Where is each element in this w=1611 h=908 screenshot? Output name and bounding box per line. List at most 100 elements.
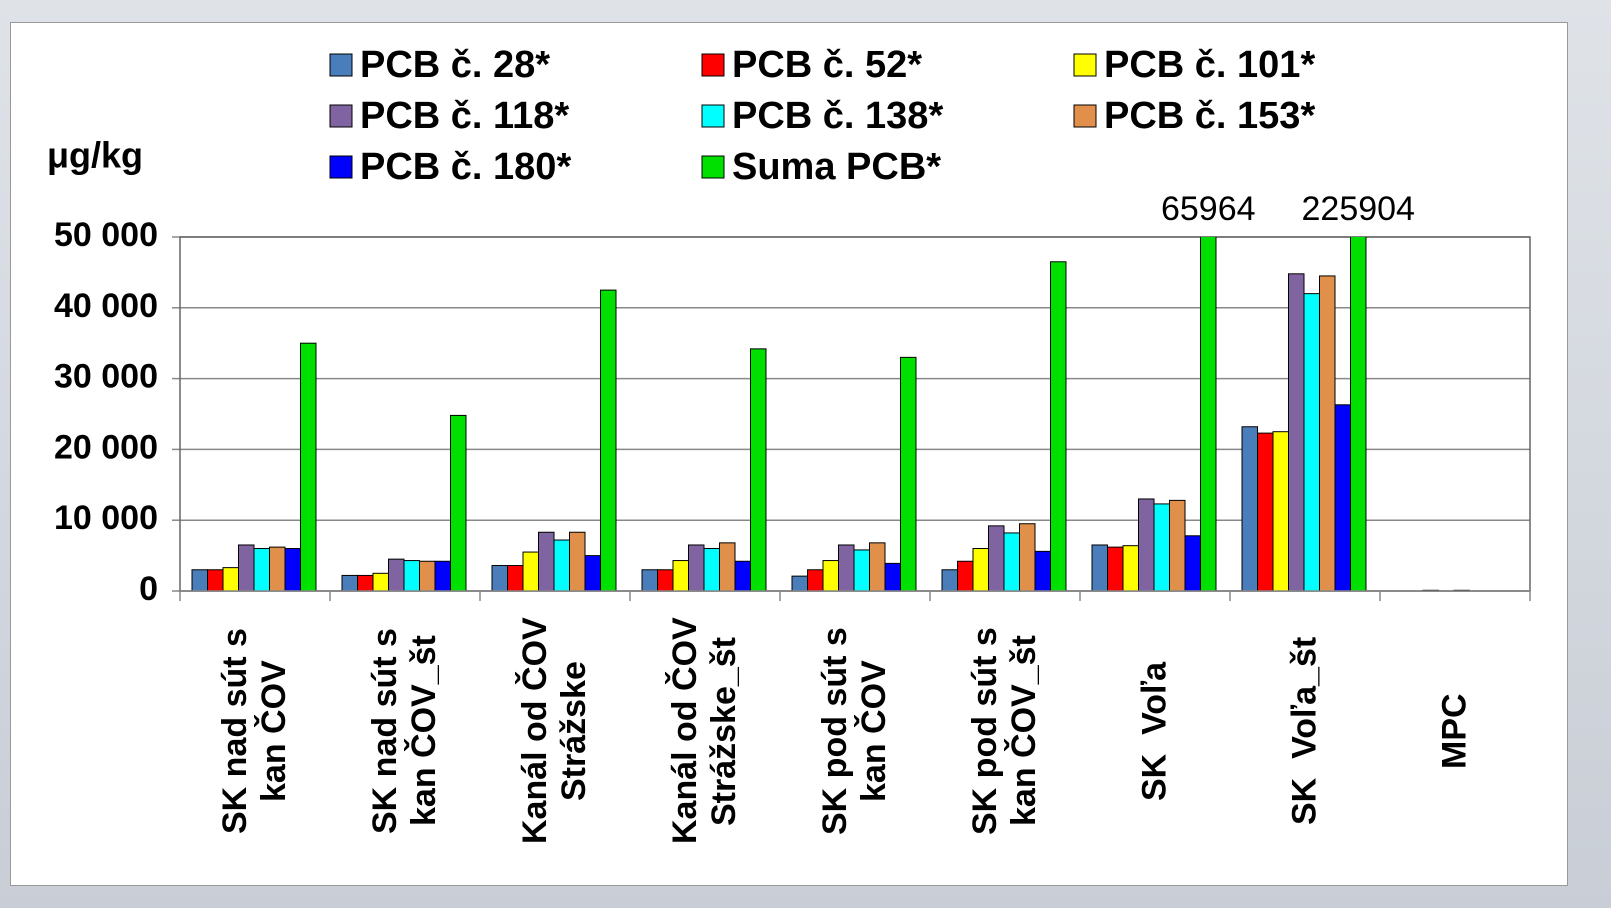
bar bbox=[734, 560, 751, 591]
bar bbox=[1350, 237, 1367, 591]
legend-label: PCB č. 153* bbox=[1104, 95, 1315, 137]
y-tick-label: 10 000 bbox=[54, 499, 158, 537]
legend-marker bbox=[1073, 104, 1097, 128]
bar bbox=[900, 356, 917, 591]
x-tick-label: Kanál od ČOV Strážske_št bbox=[665, 608, 743, 845]
bar bbox=[1272, 431, 1289, 591]
legend-marker bbox=[701, 53, 725, 77]
x-tick-label: SK pod sút s kan ČOV_št bbox=[965, 617, 1043, 835]
bar bbox=[1319, 275, 1336, 591]
bar bbox=[1241, 426, 1258, 591]
legend-marker bbox=[701, 104, 725, 128]
legend-label: Suma PCB* bbox=[732, 146, 941, 188]
legend-label: PCB č. 180* bbox=[360, 146, 571, 188]
y-tick-label: 30 000 bbox=[54, 358, 158, 396]
bar bbox=[884, 562, 901, 591]
bar bbox=[600, 289, 617, 591]
bar bbox=[584, 555, 601, 591]
bar bbox=[1034, 550, 1051, 591]
y-tick-label: 0 bbox=[139, 570, 158, 608]
bar bbox=[1122, 545, 1139, 591]
bar bbox=[750, 348, 767, 591]
bar bbox=[1107, 546, 1124, 591]
x-tick-label: SK nad sút s kan ČOV bbox=[215, 618, 293, 834]
bar bbox=[207, 569, 224, 591]
bar bbox=[988, 525, 1005, 591]
bars bbox=[191, 237, 1470, 591]
y-tick-label: 40 000 bbox=[54, 287, 158, 325]
bar bbox=[941, 569, 958, 591]
x-tick-label: SK Voľa_št bbox=[1285, 636, 1324, 826]
bar bbox=[719, 542, 736, 591]
bar bbox=[1153, 503, 1170, 591]
bar bbox=[191, 569, 208, 591]
bar bbox=[703, 548, 720, 591]
legend-marker bbox=[329, 53, 353, 77]
bar bbox=[838, 544, 855, 591]
bar bbox=[1003, 532, 1020, 591]
bar bbox=[403, 560, 420, 591]
bar bbox=[1303, 293, 1320, 591]
bar bbox=[300, 342, 317, 591]
legend-label: PCB č. 52* bbox=[732, 44, 922, 86]
bar bbox=[807, 569, 824, 591]
bar bbox=[972, 548, 989, 591]
x-tick-label: MPC bbox=[1435, 693, 1474, 769]
bar bbox=[434, 560, 451, 591]
legend-label: PCB č. 28* bbox=[360, 44, 550, 86]
bar bbox=[688, 544, 705, 591]
bar bbox=[450, 414, 467, 591]
legend-label: PCB č. 138* bbox=[732, 95, 943, 137]
bar bbox=[253, 548, 270, 591]
data-label: 65964 bbox=[1161, 190, 1256, 228]
bar bbox=[388, 558, 405, 591]
x-tick-label: SK Voľa bbox=[1135, 661, 1174, 801]
bar bbox=[553, 539, 570, 591]
bar bbox=[657, 569, 674, 591]
bar bbox=[222, 567, 239, 591]
legend-label: PCB č. 101* bbox=[1104, 44, 1315, 86]
bar bbox=[372, 572, 389, 591]
legend-label: PCB č. 118* bbox=[360, 95, 569, 137]
bar bbox=[357, 574, 374, 591]
bar bbox=[1257, 432, 1274, 591]
data-label: 225904 bbox=[1302, 190, 1415, 228]
bar bbox=[1169, 499, 1186, 591]
bar bbox=[1288, 273, 1305, 591]
y-axis-label: μg/kg bbox=[47, 135, 143, 176]
x-tick-label: SK pod sút s kan ČOV bbox=[815, 617, 893, 835]
bar bbox=[538, 531, 555, 591]
bar bbox=[507, 565, 524, 591]
bar bbox=[853, 549, 870, 591]
bar bbox=[1184, 535, 1201, 591]
bar bbox=[672, 560, 689, 591]
bar bbox=[869, 542, 886, 591]
x-tick-label: Kanál od ČOV Strážske bbox=[515, 608, 593, 845]
bar bbox=[822, 560, 839, 591]
bar bbox=[957, 560, 974, 591]
bar bbox=[419, 560, 436, 591]
legend-marker bbox=[329, 104, 353, 128]
bar bbox=[522, 551, 539, 591]
legend-marker bbox=[1073, 53, 1097, 77]
bar bbox=[1050, 261, 1067, 591]
bar bbox=[1138, 498, 1155, 591]
legend-marker bbox=[701, 155, 725, 179]
bar bbox=[491, 565, 508, 591]
x-tick-label: SK nad sút s kan ČOV_št bbox=[365, 618, 443, 834]
bar bbox=[1019, 523, 1036, 591]
bar bbox=[569, 531, 586, 591]
bar bbox=[269, 546, 286, 591]
bar bbox=[341, 574, 358, 591]
bar bbox=[284, 548, 301, 591]
y-tick-label: 20 000 bbox=[54, 428, 158, 466]
bar bbox=[238, 544, 255, 591]
y-tick-label: 50 000 bbox=[54, 216, 158, 254]
bar bbox=[1334, 404, 1351, 591]
legend-marker bbox=[329, 155, 353, 179]
bar bbox=[791, 575, 808, 591]
bar bbox=[1091, 544, 1108, 591]
bar bbox=[641, 569, 658, 591]
